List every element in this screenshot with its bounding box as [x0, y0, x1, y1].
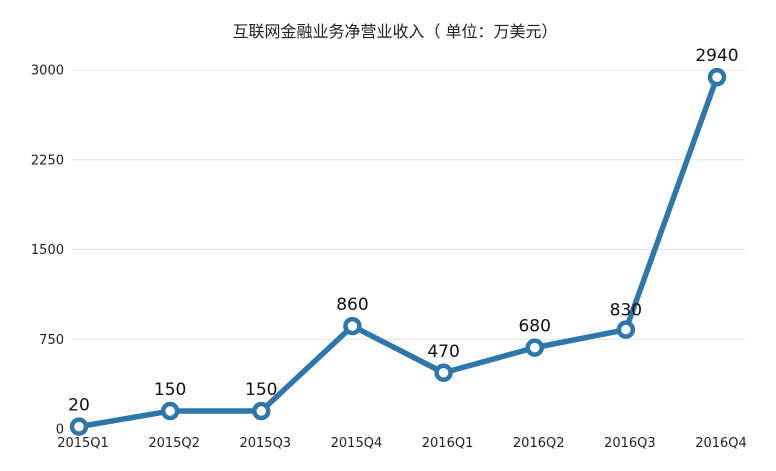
data-label: 860: [336, 295, 368, 315]
y-tick-label: 2250: [31, 153, 64, 168]
x-tick-label: 2016Q3: [604, 436, 656, 451]
data-label: 830: [610, 301, 642, 321]
data-label: 470: [427, 342, 459, 362]
x-tick-label: 2015Q4: [331, 436, 383, 451]
x-tick-label: 2015Q3: [239, 436, 291, 451]
data-point: [434, 363, 453, 383]
data-point: [616, 320, 636, 339]
y-axis-ticks: 0 750 1500 2250 3000: [31, 64, 64, 438]
x-tick-label: 2015Q1: [57, 436, 109, 451]
data-labels: 20 150 150 860 470 680 830 2940: [68, 46, 738, 415]
data-point: [69, 417, 89, 436]
data-points: [69, 67, 727, 436]
series-line: [76, 74, 720, 430]
data-label: 150: [245, 380, 277, 400]
y-tick-label: 0: [56, 423, 64, 438]
data-point: [343, 316, 362, 336]
x-tick-label: 2016Q4: [695, 436, 747, 451]
data-point: [707, 67, 727, 87]
data-point: [252, 401, 271, 421]
data-point: [160, 401, 180, 421]
chart-title: 互联网金融业务净营业收入（ 单位：万美元）: [232, 22, 557, 41]
y-tick-label: 1500: [31, 243, 64, 258]
data-label: 150: [154, 380, 186, 400]
x-tick-label: 2015Q2: [148, 436, 200, 451]
data-label: 20: [68, 396, 90, 416]
data-point: [525, 338, 544, 357]
data-label: 680: [518, 317, 550, 337]
y-tick-label: 3000: [31, 64, 64, 79]
x-tick-label: 2016Q2: [513, 436, 565, 451]
x-axis-ticks: 2015Q1 2015Q2 2015Q3 2015Q4 2016Q1 2016Q2 2016…: [57, 436, 747, 451]
data-label: 2940: [695, 46, 738, 66]
y-tick-label: 750: [39, 333, 64, 348]
x-tick-label: 2016Q1: [422, 436, 474, 451]
gridlines: [72, 69, 745, 340]
series-line-layer: [76, 74, 720, 430]
